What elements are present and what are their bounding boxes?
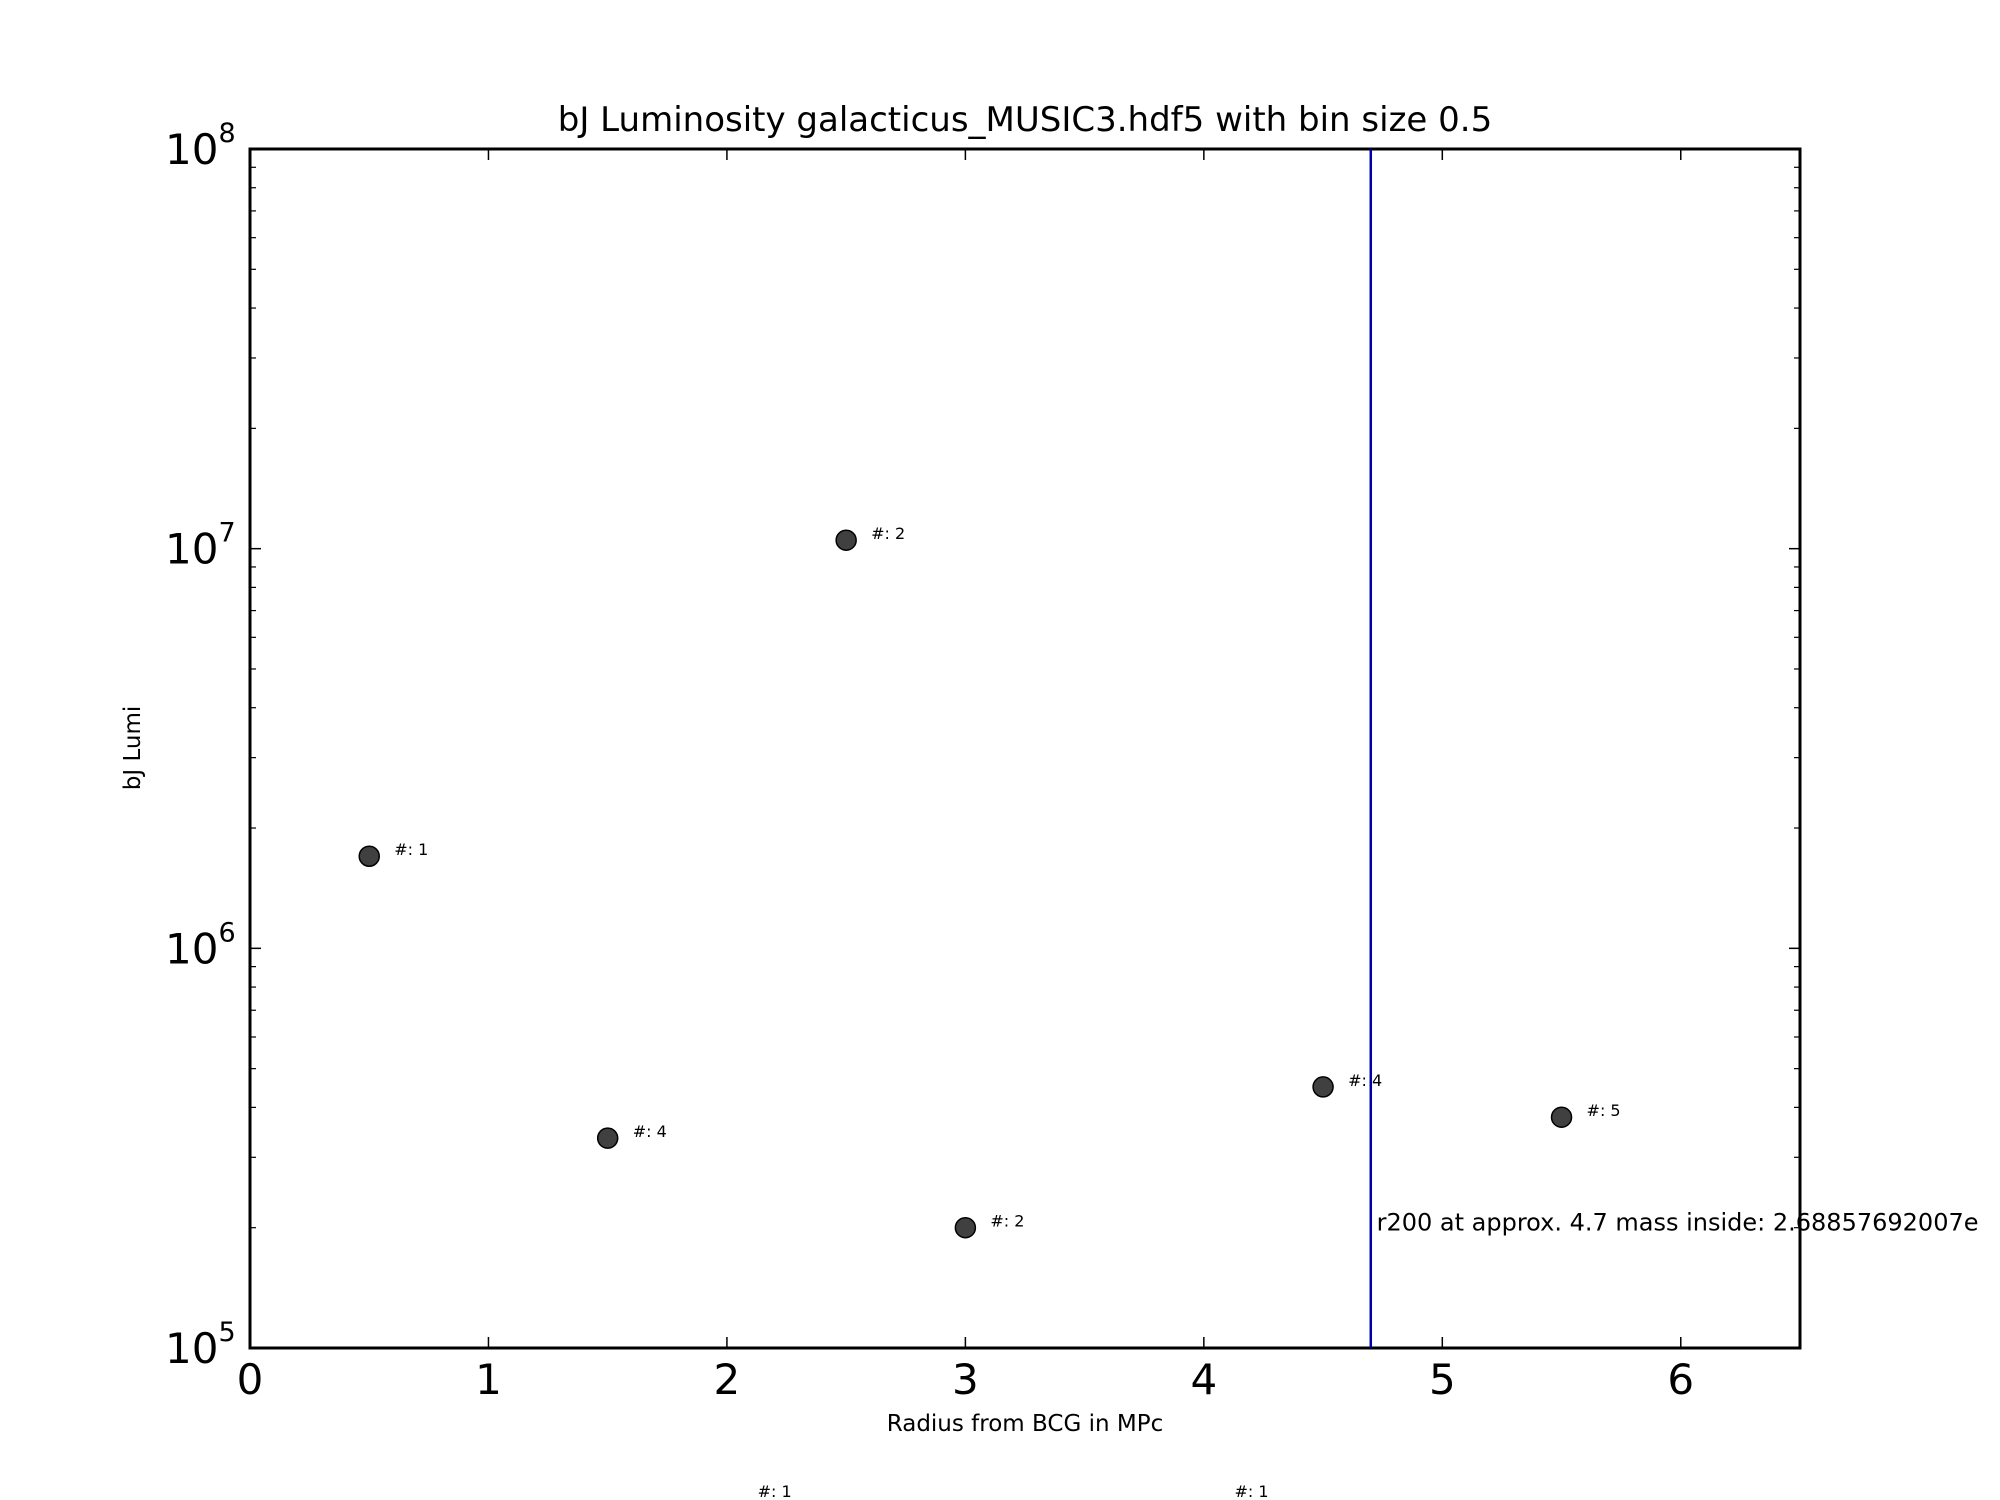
y-axis-label: bJ Lumi — [120, 706, 146, 790]
r200-annotation: r200 at approx. 4.7 mass inside: 2.68857… — [1377, 1208, 1979, 1236]
data-point — [1550, 1106, 1573, 1128]
data-point-label: #: 2 — [990, 1212, 1024, 1231]
data-point-label: #: 4 — [633, 1122, 667, 1141]
x-axis-label: Radius from BCG in MPc — [887, 1411, 1163, 1437]
plot-frame — [248, 147, 1802, 1350]
outside-point-label: #: 1 — [1235, 1482, 1269, 1500]
data-point-label: #: 2 — [871, 524, 905, 543]
plot-marks: 0 1 2 3 4 5 6 105 106 107 108 #: 1 #: 4 #: 2 #: 2 #: 4 #… — [165, 118, 1979, 1500]
data-point — [1312, 1076, 1334, 1098]
x-tick-label: 4 — [1190, 1355, 1217, 1404]
y-tick-label: 105 — [165, 1317, 236, 1373]
x-tick-label: 5 — [1429, 1355, 1456, 1404]
outside-point-label: #: 1 — [758, 1482, 792, 1500]
y-tick-exponent: 7 — [218, 518, 235, 549]
data-point — [835, 529, 857, 551]
x-tick-label: 2 — [714, 1355, 741, 1404]
y-tick-label: 107 — [165, 518, 236, 574]
x-tick-label: 3 — [952, 1355, 979, 1404]
x-tick-label: 1 — [475, 1355, 502, 1404]
x-tick-label: 6 — [1667, 1355, 1694, 1404]
y-tick-exponent: 6 — [218, 917, 235, 948]
x-tick-label: 0 — [237, 1355, 264, 1404]
chart-title: bJ Luminosity galacticus_MUSIC3.hdf5 wit… — [558, 100, 1492, 140]
y-tick-exponent: 8 — [218, 118, 235, 149]
data-point-label: #: 5 — [1587, 1101, 1621, 1120]
data-point-label: #: 4 — [1348, 1071, 1382, 1090]
y-tick-exponent: 5 — [218, 1317, 235, 1348]
y-tick-label: 106 — [165, 917, 236, 973]
data-point-label: #: 1 — [394, 840, 428, 859]
y-tick-label: 108 — [165, 118, 236, 174]
data-point — [954, 1216, 977, 1239]
data-point — [596, 1127, 619, 1149]
data-point — [358, 845, 380, 867]
